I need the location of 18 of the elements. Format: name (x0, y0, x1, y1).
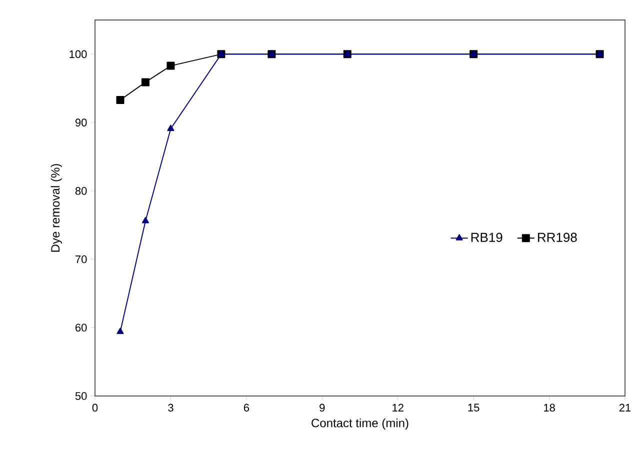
x-tick-label: 15 (468, 404, 480, 412)
x-tick-label: 9 (320, 404, 325, 412)
legend-label: RB19 (471, 232, 502, 242)
y-tick-label: 60 (76, 324, 87, 332)
y-tick-label: 80 (75, 187, 87, 195)
y-tick-label: 90 (75, 118, 87, 126)
x-tick-label: 6 (244, 404, 250, 412)
y-tick-label: 50 (75, 392, 87, 400)
x-tick-label: 18 (544, 404, 555, 412)
y-tick-label: 100 (70, 50, 87, 58)
x-axis-title: Contact time (min) (312, 418, 408, 430)
x-tick-label: 3 (168, 404, 174, 412)
x-tick-label: 12 (392, 404, 404, 412)
legend-label: RR198 (538, 232, 577, 242)
x-tick-label: 21 (619, 404, 631, 412)
x-tick-label: 0 (92, 404, 98, 412)
y-tick-label: 70 (76, 255, 87, 264)
y-axis-title: Dye removal (%) (50, 164, 62, 252)
